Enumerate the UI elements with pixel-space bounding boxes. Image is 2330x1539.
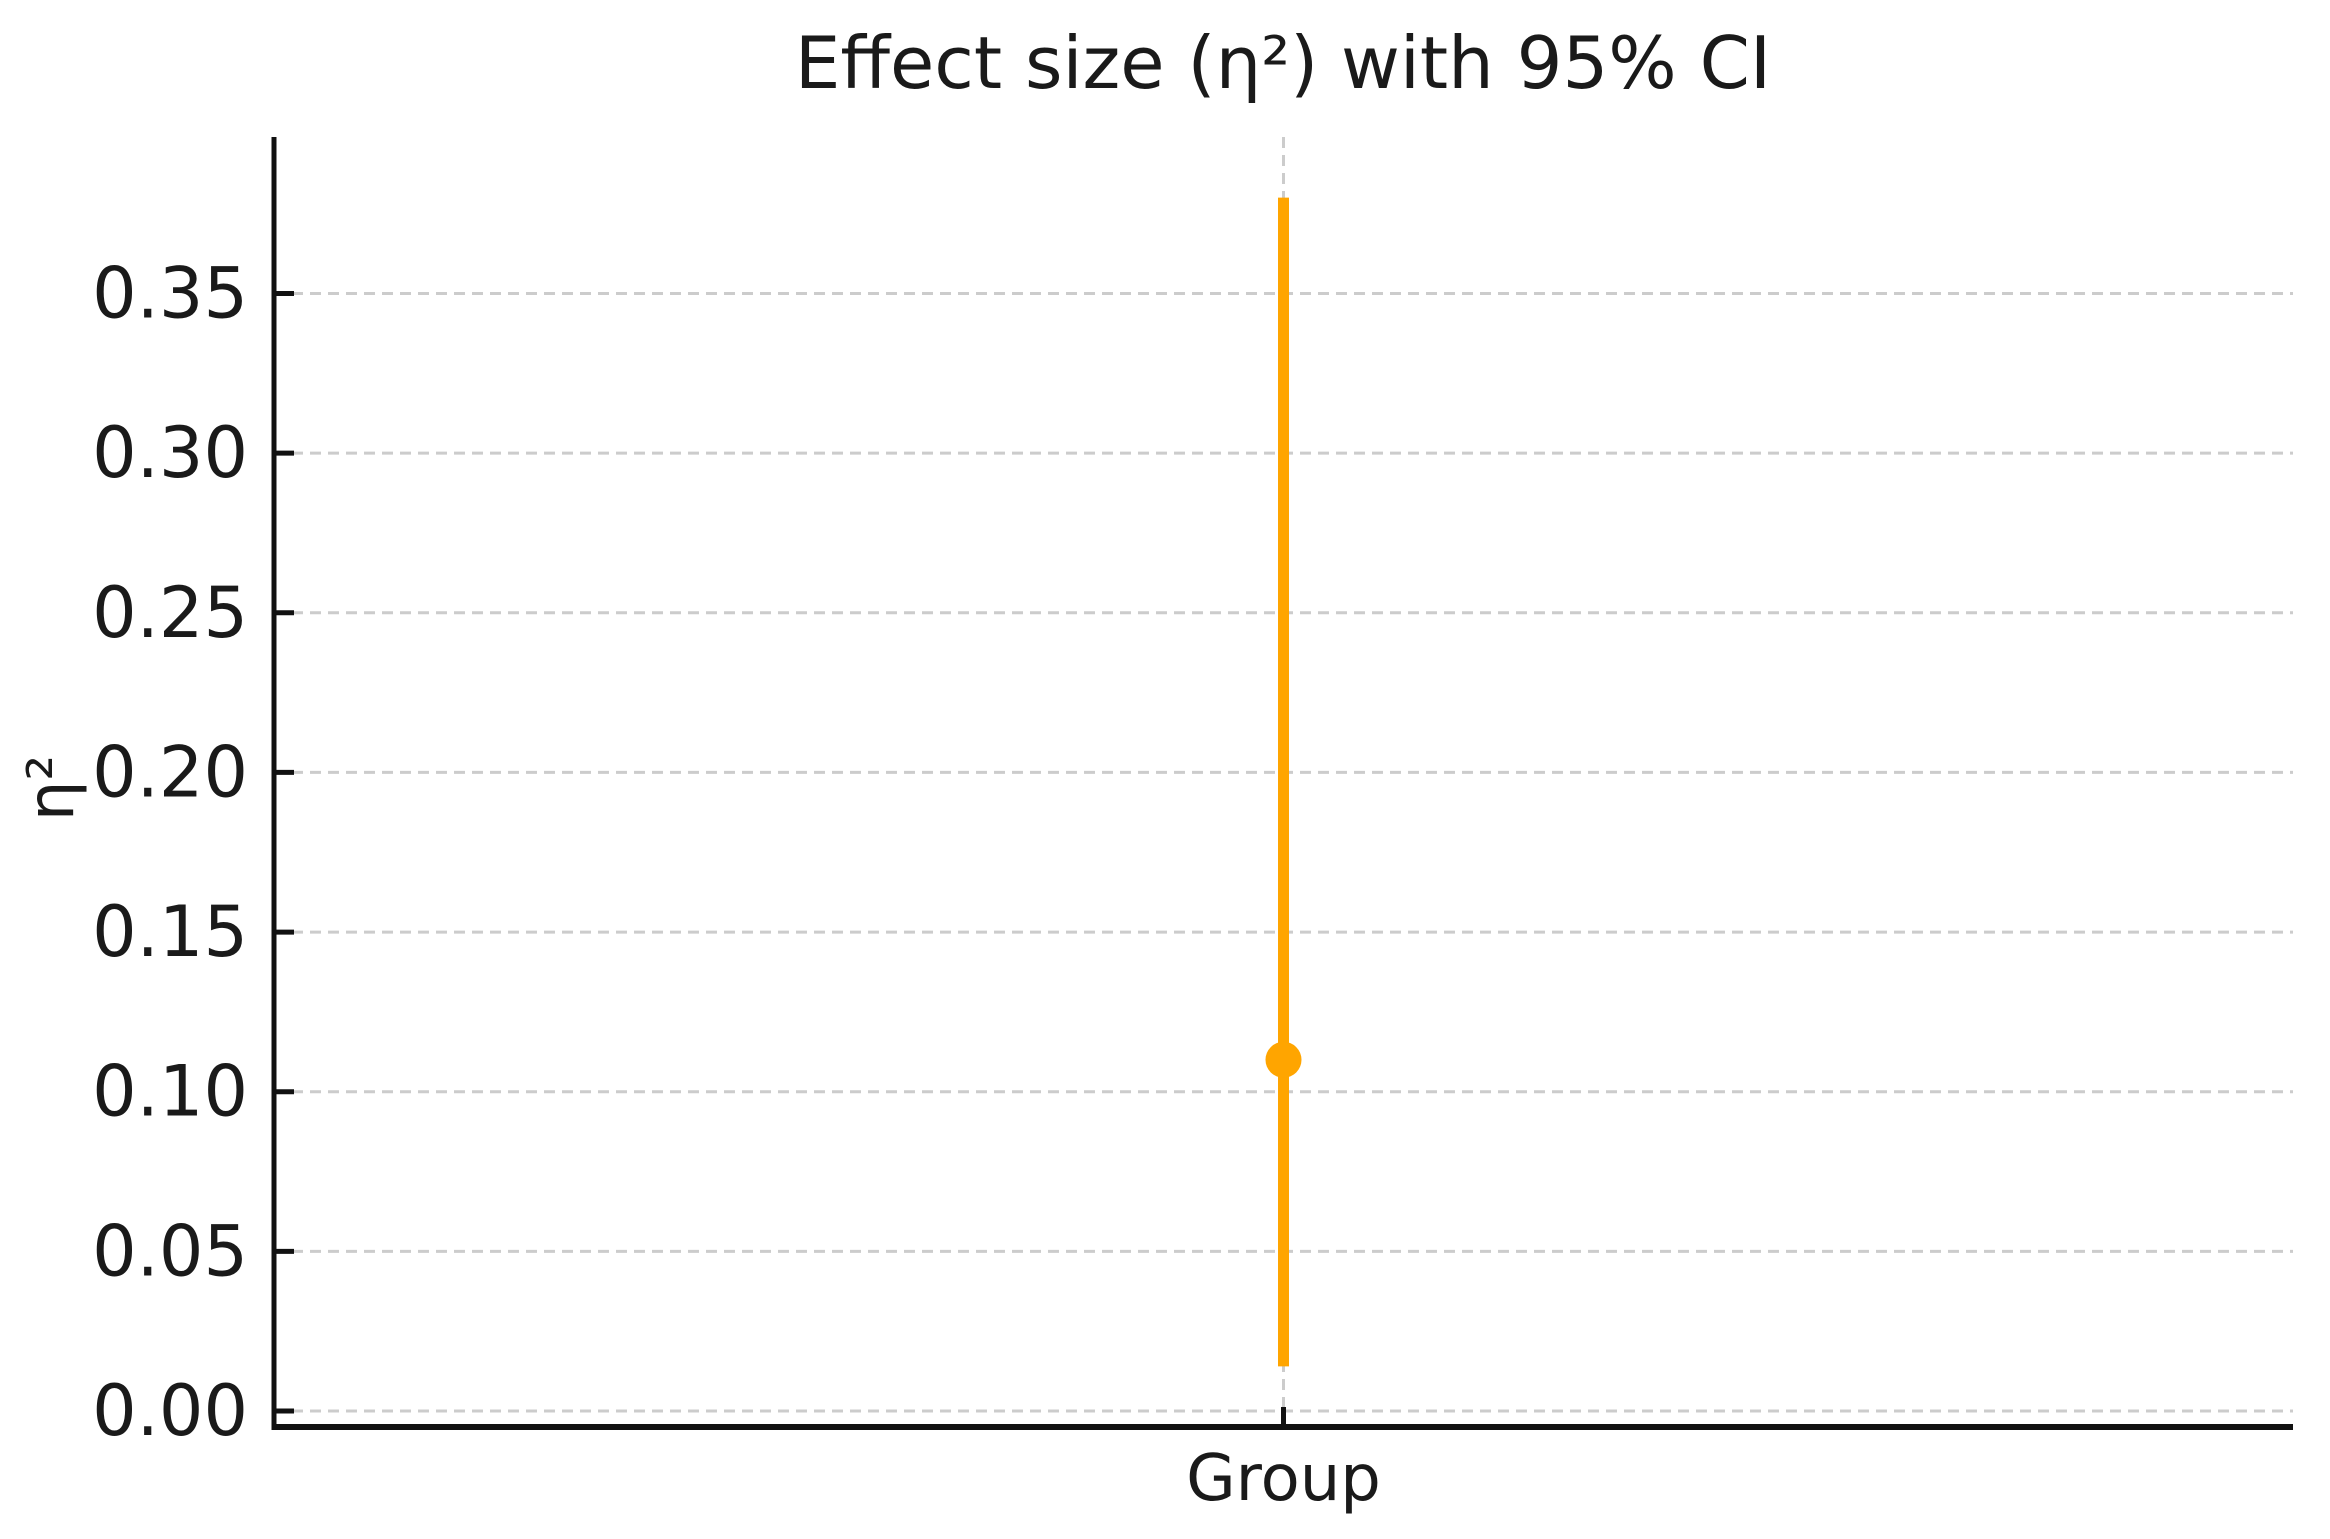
x-tick-label: Group <box>1186 1442 1381 1516</box>
y-tick-label: 0.00 <box>92 1370 248 1452</box>
tick-label-layer: 0.00 0.05 0.10 0.15 0.20 0.25 0.30 0.35 Group <box>92 252 1381 1516</box>
y-tick-label: 0.20 <box>92 731 248 813</box>
tick-layer <box>274 290 1286 1427</box>
chart-title: Effect size (η²) with 95% CI <box>795 21 1771 105</box>
y-axis-label: η² <box>15 755 89 821</box>
y-tick-label: 0.25 <box>92 572 248 654</box>
y-tick-label: 0.15 <box>92 891 248 973</box>
point-marker <box>1265 1041 1302 1078</box>
series-layer <box>1265 197 1302 1367</box>
y-tick-label: 0.30 <box>92 412 248 494</box>
y-tick-label: 0.10 <box>92 1051 248 1133</box>
y-tick-label: 0.35 <box>92 252 248 334</box>
y-tick-label: 0.05 <box>92 1210 248 1292</box>
